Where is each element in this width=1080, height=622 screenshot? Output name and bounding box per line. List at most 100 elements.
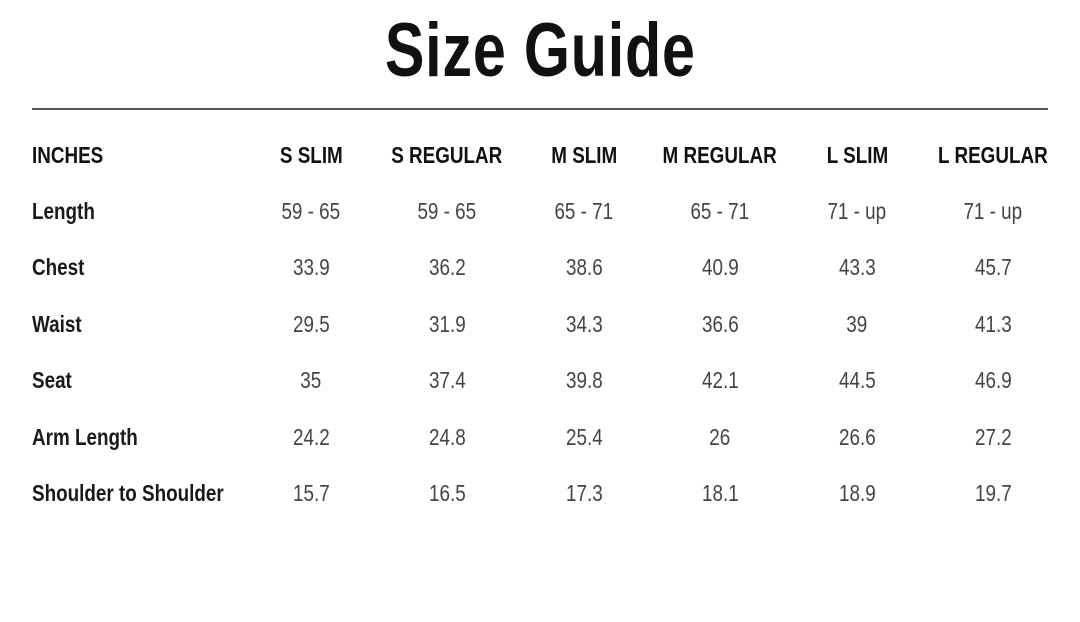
table-cell: 59 - 65	[241, 191, 381, 235]
cell-value: 39	[846, 310, 868, 337]
table-cell: 38.6	[514, 247, 654, 291]
table-cell: 71 - up	[923, 191, 1063, 235]
table-cell: 39	[787, 304, 927, 348]
cell-value: 34.3	[565, 310, 603, 337]
row-label: Length	[32, 198, 95, 224]
table-cell: 18.1	[650, 473, 790, 517]
column-header: S REGULAR	[377, 135, 517, 179]
table-cell: 34.3	[514, 304, 654, 348]
row-label: Seat	[32, 367, 72, 394]
column-header-text: M SLIM	[550, 142, 618, 168]
cell-value: 39.8	[565, 367, 603, 394]
cell-value: 24.8	[428, 423, 466, 450]
table-cell: 46.9	[923, 360, 1063, 404]
cell-value: 26.6	[838, 423, 876, 450]
table-cell: 27.2	[923, 417, 1063, 461]
cell-value: 65 - 71	[554, 198, 614, 224]
title-divider	[32, 108, 1048, 110]
table-cell: 39.8	[514, 360, 654, 404]
cell-value: 42.1	[701, 367, 739, 394]
table-cell: 18.9	[787, 473, 927, 517]
column-header: M REGULAR	[650, 135, 790, 179]
column-header-text: S SLIM	[279, 142, 343, 168]
column-header-text: M REGULAR	[662, 142, 778, 168]
title-text: Size Guide	[384, 8, 696, 93]
cell-value: 17.3	[565, 480, 603, 506]
unit-header: INCHES	[32, 142, 104, 168]
column-header: L REGULAR	[923, 135, 1063, 179]
cell-value: 35	[300, 367, 322, 394]
cell-value: 36.2	[428, 254, 466, 281]
page-title: Size Guide	[0, 8, 1080, 94]
cell-value: 38.6	[565, 254, 603, 281]
column-header-text: L SLIM	[826, 142, 888, 168]
row-label: Chest	[32, 254, 85, 281]
table-cell: 59 - 65	[377, 191, 517, 235]
cell-value: 16.5	[428, 480, 466, 506]
table-row: Waist 29.5 31.9 34.3 36.6 39 41.3	[0, 304, 1080, 344]
table-cell: 16.5	[377, 473, 517, 517]
row-label: Shoulder to Shoulder	[32, 480, 224, 506]
cell-value: 33.9	[292, 254, 330, 281]
cell-value: 71 - up	[827, 198, 887, 224]
table-cell: 15.7	[241, 473, 381, 517]
table-cell: 24.2	[241, 417, 381, 461]
cell-value: 18.1	[701, 480, 739, 506]
row-label: Arm Length	[32, 423, 138, 450]
table-cell: 25.4	[514, 417, 654, 461]
cell-value: 24.2	[292, 423, 330, 450]
cell-value: 71 - up	[963, 198, 1023, 224]
table-cell: 26.6	[787, 417, 927, 461]
table-cell: 29.5	[241, 304, 381, 348]
cell-value: 26	[709, 423, 731, 450]
cell-value: 19.7	[974, 480, 1012, 506]
cell-value: 43.3	[838, 254, 876, 281]
table-cell: 19.7	[923, 473, 1063, 517]
cell-value: 59 - 65	[417, 198, 477, 224]
table-cell: 42.1	[650, 360, 790, 404]
table-cell: 71 - up	[787, 191, 927, 235]
table-row: Arm Length 24.2 24.8 25.4 26 26.6 27.2	[0, 417, 1080, 457]
column-header: M SLIM	[514, 135, 654, 179]
column-header: S SLIM	[241, 135, 381, 179]
cell-value: 41.3	[974, 310, 1012, 337]
cell-value: 27.2	[974, 423, 1012, 450]
table-cell: 65 - 71	[650, 191, 790, 235]
table-cell: 24.8	[377, 417, 517, 461]
table-cell: 37.4	[377, 360, 517, 404]
column-header: L SLIM	[787, 135, 927, 179]
table-cell: 17.3	[514, 473, 654, 517]
table-header-row: INCHES S SLIM S REGULAR M SLIM M REGULAR L SL…	[0, 135, 1080, 175]
cell-value: 18.9	[838, 480, 876, 506]
table-cell: 33.9	[241, 247, 381, 291]
cell-value: 15.7	[292, 480, 330, 506]
cell-value: 25.4	[565, 423, 603, 450]
cell-value: 36.6	[701, 310, 739, 337]
table-row: Shoulder to Shoulder 15.7 16.5 17.3 18.1 18.9…	[0, 473, 1080, 513]
column-header-text: S REGULAR	[391, 142, 503, 168]
table-cell: 35	[241, 360, 381, 404]
cell-value: 45.7	[974, 254, 1012, 281]
cell-value: 37.4	[428, 367, 466, 394]
table-cell: 31.9	[377, 304, 517, 348]
table-cell: 40.9	[650, 247, 790, 291]
table-cell: 45.7	[923, 247, 1063, 291]
table-cell: 41.3	[923, 304, 1063, 348]
table-row: Chest 33.9 36.2 38.6 40.9 43.3 45.7	[0, 247, 1080, 287]
cell-value: 46.9	[974, 367, 1012, 394]
cell-value: 44.5	[838, 367, 876, 394]
table-row: Length 59 - 65 59 - 65 65 - 71 65 - 71 71 - u…	[0, 191, 1080, 231]
cell-value: 59 - 65	[281, 198, 341, 224]
table-cell: 44.5	[787, 360, 927, 404]
table-cell: 36.6	[650, 304, 790, 348]
table-row: Seat 35 37.4 39.8 42.1 44.5 46.9	[0, 360, 1080, 400]
cell-value: 65 - 71	[690, 198, 750, 224]
table-cell: 26	[650, 417, 790, 461]
cell-value: 40.9	[701, 254, 739, 281]
column-header-text: L REGULAR	[938, 142, 1048, 168]
table-cell: 36.2	[377, 247, 517, 291]
cell-value: 31.9	[428, 310, 466, 337]
table-cell: 65 - 71	[514, 191, 654, 235]
table-cell: 43.3	[787, 247, 927, 291]
cell-value: 29.5	[292, 310, 330, 337]
